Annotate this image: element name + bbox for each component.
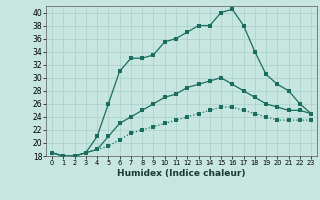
X-axis label: Humidex (Indice chaleur): Humidex (Indice chaleur)	[117, 169, 246, 178]
